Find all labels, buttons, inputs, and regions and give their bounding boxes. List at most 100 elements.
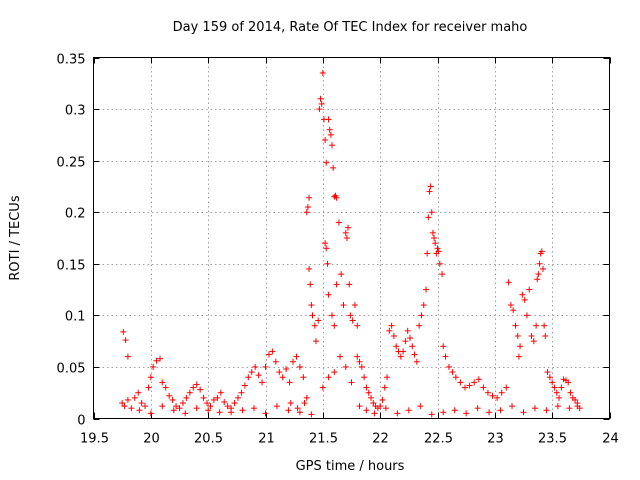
data-point (190, 384, 197, 391)
data-point (367, 394, 374, 401)
y-tick-label: 0.3 (65, 104, 86, 119)
data-point (497, 407, 504, 414)
data-point (316, 106, 323, 113)
data-point (549, 379, 556, 386)
axis-ticks: 19.5 20 20.5 21 21.5 22 22.5 23 23.5 24 0 0.05 0.1 0.… (57, 53, 619, 447)
data-point (296, 409, 303, 416)
data-point (120, 328, 127, 335)
data-point (371, 410, 378, 417)
data-point (319, 69, 326, 76)
data-point (440, 409, 447, 416)
data-point (128, 405, 135, 412)
data-point (325, 116, 332, 123)
data-point (542, 332, 549, 339)
data-point (231, 400, 238, 407)
data-point (531, 405, 538, 412)
data-point (463, 410, 470, 417)
data-point (342, 363, 349, 370)
data-point (471, 379, 478, 386)
data-point (402, 338, 409, 345)
data-point (142, 403, 149, 410)
data-point (515, 353, 522, 360)
data-point (356, 358, 363, 365)
data-point (349, 317, 356, 324)
data-point (279, 374, 286, 381)
data-point (553, 389, 560, 396)
data-point (262, 363, 269, 370)
data-point (384, 374, 391, 381)
data-point (526, 286, 533, 293)
data-point (319, 384, 326, 391)
data-point (245, 374, 252, 381)
data-point (381, 384, 388, 391)
data-point (217, 389, 224, 396)
data-point (346, 281, 353, 288)
data-point (379, 396, 386, 403)
data-point (169, 396, 176, 403)
data-point (252, 363, 259, 370)
x-tick-label: 20 (143, 432, 160, 447)
data-point (124, 396, 131, 403)
data-point (330, 164, 337, 171)
x-tick-label: 20.5 (194, 432, 223, 447)
data-point (546, 374, 553, 381)
data-point (221, 398, 228, 405)
data-point (312, 338, 319, 345)
data-point (124, 353, 131, 360)
data-point (307, 281, 314, 288)
data-point (333, 194, 340, 201)
data-point (293, 353, 300, 360)
x-tick-label: 21.5 (309, 432, 338, 447)
data-point (431, 235, 438, 241)
data-point (400, 348, 407, 355)
data-point (317, 95, 324, 102)
data-point (300, 374, 307, 381)
data-point (377, 403, 384, 410)
data-point (183, 394, 190, 401)
y-tick-label: 0.35 (57, 53, 86, 68)
data-point (541, 322, 548, 329)
data-point (466, 382, 473, 389)
data-point (432, 240, 439, 247)
data-point (386, 327, 393, 334)
data-point (205, 407, 212, 414)
data-point (323, 245, 330, 252)
data-point (147, 410, 154, 417)
data-point (329, 142, 336, 149)
data-point (162, 384, 169, 391)
data-point (347, 312, 354, 319)
data-point (436, 260, 443, 267)
data-point (259, 379, 266, 386)
data-point (397, 353, 404, 360)
data-point (131, 394, 138, 401)
data-point (404, 327, 411, 334)
x-tick-label: 22.5 (424, 432, 453, 447)
data-point (241, 382, 248, 389)
data-point (306, 194, 313, 201)
data-point (363, 384, 370, 391)
data-point (358, 363, 365, 370)
y-tick-label: 0.2 (65, 207, 86, 222)
data-point (534, 276, 541, 283)
data-point (119, 400, 126, 407)
data-point (538, 248, 545, 255)
data-point (523, 312, 530, 319)
data-point (445, 363, 452, 370)
x-axis-label: GPS time / hours (296, 459, 405, 474)
chart-title: Day 159 of 2014, Rate Of TEC Index for r… (173, 20, 528, 35)
data-point (521, 296, 528, 303)
data-point (204, 400, 211, 407)
data-point (200, 394, 207, 401)
data-point (122, 337, 129, 344)
data-point (331, 369, 338, 376)
data-point (370, 400, 377, 407)
y-tick-label: 0 (77, 414, 85, 429)
data-point (462, 384, 469, 391)
data-point (311, 322, 318, 329)
data-point (255, 372, 262, 379)
data-point (390, 332, 397, 339)
data-point (449, 369, 456, 376)
data-point (182, 410, 189, 417)
data-point (409, 343, 416, 350)
